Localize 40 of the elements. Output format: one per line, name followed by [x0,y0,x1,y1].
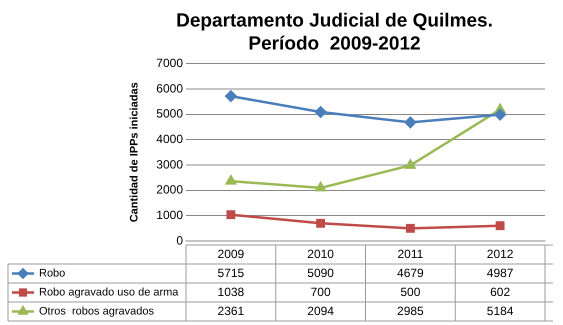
data-label: 4679 [397,266,424,280]
x-tick-label: 2011 [397,246,424,261]
point [226,210,236,220]
data-label: 2985 [397,304,424,318]
point [406,224,415,233]
chart-title: Departamento Judicial de Quilmes. Período 2009-2012 [176,10,493,54]
y-tick-label: 2000 [156,182,184,197]
legend-label: Otros robos agravados [39,306,154,318]
data-label: 1038 [218,284,245,299]
x-tick-label: 2010 [307,246,334,261]
y-axis-title: Cantidad de IPPs iniciadas [128,82,141,222]
y-tick-label: 6000 [156,81,184,96]
data-label: 5715 [218,266,245,280]
y-tick-label: 4000 [156,132,184,146]
data-label: 4987 [486,266,514,280]
data-label: 2361 [218,304,245,318]
point [404,116,416,128]
point [226,175,236,185]
point [405,160,416,169]
data-label: 700 [310,284,331,299]
data-label: 5090 [307,266,334,280]
point [496,221,505,230]
x-tick-label: 2012 [486,246,514,261]
data-label: 500 [400,284,421,299]
x-tick-label: 2009 [218,246,245,261]
y-tick-label: 5000 [156,106,184,121]
point [315,182,326,192]
legend-label: Robo [39,268,66,280]
legend-label: Robo agravado uso de arma [39,286,180,299]
point [314,106,326,118]
point [494,108,506,120]
y-tick-label: 3000 [156,157,184,172]
y-tick-label: 7000 [156,56,184,70]
data-label: 602 [490,284,510,299]
y-tick-label: 1000 [156,208,184,222]
data-label: 5184 [486,304,514,318]
point [316,218,326,228]
point [225,90,237,102]
data-label: 2094 [307,304,334,318]
y-tick-label: 0 [176,233,184,248]
